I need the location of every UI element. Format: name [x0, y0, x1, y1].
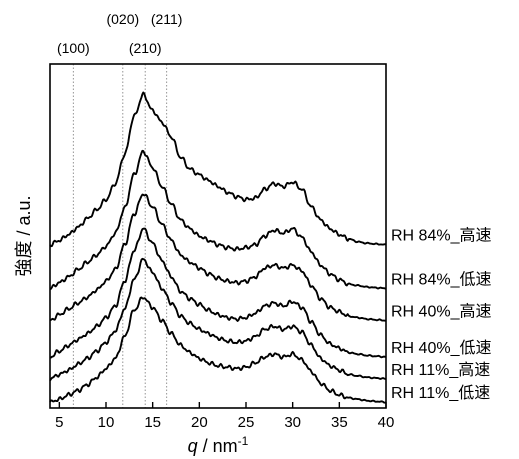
x-tick-label-7: 40	[378, 414, 395, 431]
x-axis-title: q / nm-1	[188, 434, 249, 456]
x-tick-label-0: 5	[55, 414, 63, 431]
plot-frame	[49, 63, 387, 409]
reference-label-2: (210)	[129, 40, 162, 56]
x-tick-label-5: 30	[284, 414, 301, 431]
series-line-4	[49, 257, 387, 382]
series-label-2: RH 40%_高速	[391, 303, 491, 321]
x-axis-unit: / nm	[198, 436, 238, 456]
reference-label-1: (020)	[106, 11, 139, 27]
series-line-3	[49, 227, 387, 359]
series-line-5	[49, 296, 387, 404]
y-axis-title: 強度 / a.u.	[14, 195, 34, 276]
series-line-0	[49, 91, 387, 248]
series-label-1: RH 84%_低速	[391, 270, 491, 288]
series-label-4: RH 11%_高速	[391, 361, 490, 379]
series-label-0: RH 84%_高速	[391, 227, 491, 245]
reference-label-0: (100)	[57, 40, 90, 56]
x-tick-label-6: 35	[331, 414, 348, 431]
x-tick-label-4: 25	[238, 414, 255, 431]
series-line-1	[49, 149, 387, 290]
x-axis-unit-exponent: -1	[238, 434, 249, 448]
series-line-2	[49, 193, 387, 322]
x-axis-symbol: q	[188, 436, 198, 456]
x-tick-label-2: 15	[144, 414, 161, 431]
reference-label-3: (211)	[151, 11, 183, 27]
x-tick-label-1: 10	[98, 414, 115, 431]
x-tick-label-3: 20	[191, 414, 208, 431]
series-label-3: RH 40%_低速	[391, 339, 491, 357]
series-label-5: RH 11%_低速	[391, 384, 490, 402]
